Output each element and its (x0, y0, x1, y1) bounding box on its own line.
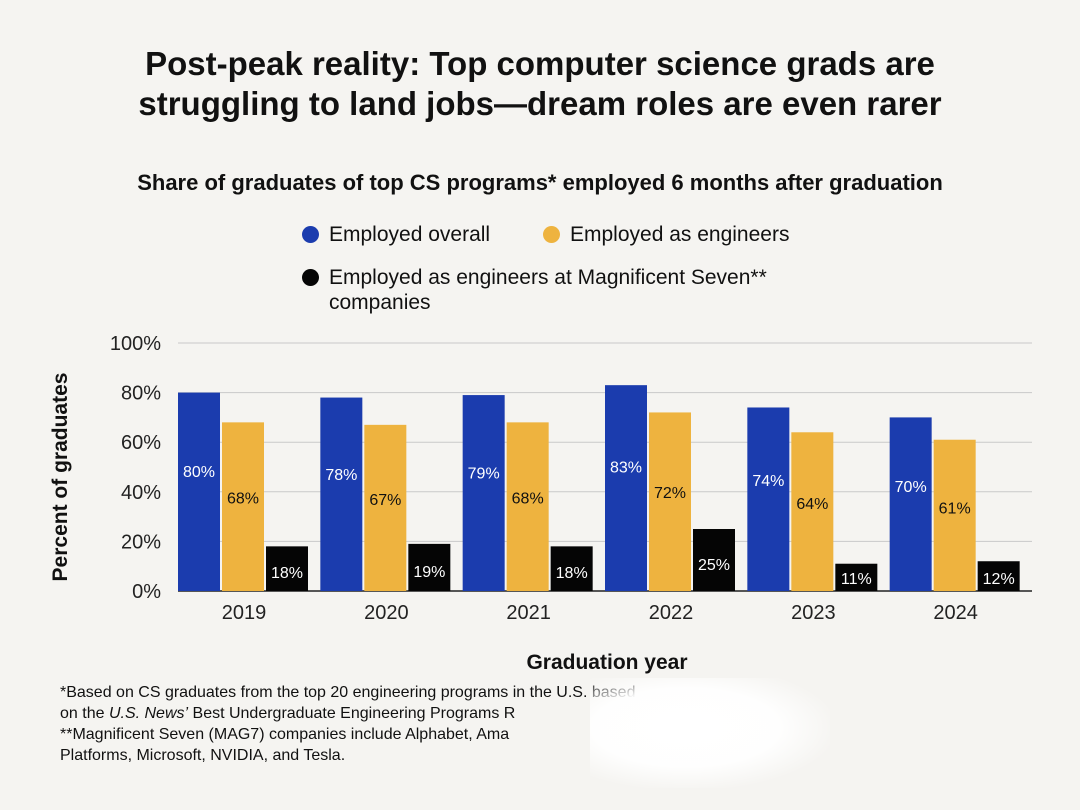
x-tick-label: 2021 (506, 602, 551, 624)
legend-item-mag7: Employed as engineers at Magnificent Sev… (302, 265, 767, 315)
bar-value-label: 68% (227, 491, 259, 508)
bar-2024-series-0 (889, 417, 932, 591)
bar-2019-series-0 (178, 392, 220, 591)
bar-2022-series-2 (693, 529, 735, 591)
bar-2024-series-2 (977, 561, 1020, 591)
legend-swatch-mag7 (302, 269, 319, 286)
legend-label-mag7-line2: companies (329, 291, 431, 314)
footnote-line-2-italic: U.S. News’ (108, 705, 189, 722)
bar-value-label: 70% (895, 479, 927, 496)
bar-2023-series-1 (791, 432, 834, 591)
bar-2021-series-2 (550, 546, 593, 591)
bar-value-label: 61% (939, 500, 971, 517)
legend-swatch-overall (302, 226, 319, 243)
bar-value-label: 12% (983, 571, 1015, 588)
x-tick-label: 2019 (222, 602, 267, 624)
y-tick-label: 80% (121, 383, 161, 405)
bar-value-label: 64% (796, 496, 828, 513)
bar-2019-series-1 (222, 422, 264, 591)
footnote-line-3: **Magnificent Seven (MAG7) companies inc… (60, 726, 510, 743)
legend-label-mag7-line1: Employed as engineers at Magnificent Sev… (329, 266, 767, 289)
legend-label-engineers: Employed as engineers (570, 223, 790, 246)
footnote-line-2-rest: Best Undergraduate Engineering Programs … (192, 705, 516, 722)
bar-value-label: 83% (610, 459, 642, 476)
footnote-line-2: on the U.S. News’ Best Undergraduate Eng… (60, 703, 635, 724)
x-tick-label: 2024 (933, 602, 978, 624)
legend-label-overall: Employed overall (329, 223, 491, 246)
y-tick-label: 0% (132, 581, 161, 603)
x-tick-label: 2020 (364, 602, 409, 624)
white-smudge-overlay (590, 678, 830, 788)
bar-2019-series-2 (266, 546, 308, 591)
footnote-line-1: *Based on CS graduates from the top 20 e… (60, 684, 636, 701)
x-tick-label: 2022 (649, 602, 694, 624)
y-tick-label: 40% (121, 482, 161, 504)
legend-item-overall: Employed overall (302, 222, 490, 247)
bar-2023-series-0 (747, 407, 790, 591)
bar-value-label: 25% (698, 557, 730, 574)
bar-value-label: 67% (369, 492, 401, 509)
y-tick-label: 100% (110, 333, 161, 355)
bar-2020-series-1 (364, 424, 407, 591)
bar-2024-series-1 (933, 439, 976, 591)
bar-value-label: 79% (468, 465, 500, 482)
y-tick-label: 60% (121, 432, 161, 454)
bar-2022-series-0 (605, 385, 647, 591)
bar-value-label: 78% (325, 467, 357, 484)
legend-label-mag7: Employed as engineers at Magnificent Sev… (329, 265, 767, 315)
x-axis-label: Graduation year (526, 651, 687, 674)
y-tick-label: 20% (121, 531, 161, 553)
bar-2020-series-2 (408, 543, 451, 591)
footnote-line-2-prefix: on the (60, 705, 109, 722)
bar-2020-series-0 (320, 397, 363, 591)
bar-value-label: 11% (841, 571, 872, 588)
bar-2021-series-0 (462, 395, 505, 591)
footnotes: *Based on CS graduates from the top 20 e… (60, 682, 635, 766)
x-tick-label: 2023 (791, 602, 836, 624)
bar-2023-series-2 (835, 563, 878, 591)
legend-swatch-engineers (543, 226, 560, 243)
bar-value-label: 72% (654, 485, 686, 502)
bar-value-label: 80% (183, 464, 215, 481)
y-axis-label: Percent of graduates (49, 373, 72, 582)
bar-2022-series-1 (649, 412, 691, 591)
bar-value-label: 68% (512, 491, 544, 508)
legend-item-engineers: Employed as engineers (543, 222, 789, 247)
bar-value-label: 18% (556, 565, 588, 582)
bar-value-label: 18% (271, 565, 303, 582)
chart-title: Post-peak reality: Top computer science … (0, 44, 1080, 124)
footnote-line-4: Platforms, Microsoft, NVIDIA, and Tesla. (60, 747, 346, 764)
bar-2021-series-1 (506, 422, 549, 591)
bar-value-label: 74% (752, 473, 784, 490)
title-line-2: struggling to land jobs—dream roles are … (138, 85, 942, 122)
title-line-1: Post-peak reality: Top computer science … (145, 45, 935, 82)
bar-value-label: 19% (413, 564, 445, 581)
bar-chart: 0% 20% 40% 60% 80% 100% 80% 68% 18% 2019 78% 67% 19%… (49, 333, 1032, 674)
chart-subtitle: Share of graduates of top CS programs* e… (137, 170, 943, 195)
